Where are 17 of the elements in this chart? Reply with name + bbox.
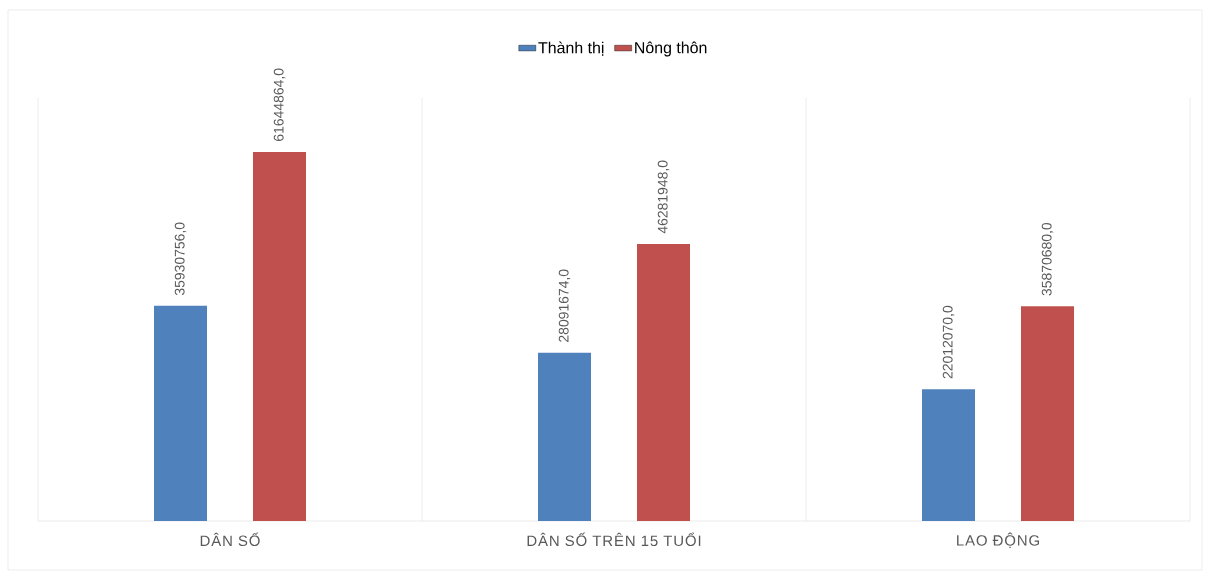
legend-label: Thành thị	[538, 41, 604, 56]
bar	[1021, 306, 1075, 521]
x-tick-label: DÂN SỐ TRÊN 15 TUỔI	[527, 532, 701, 547]
legend-label: Nông thôn	[635, 41, 707, 57]
data-label: 61644864,0	[273, 68, 286, 141]
bar	[637, 243, 690, 521]
bar	[922, 389, 975, 521]
data-label: 35930756,0	[174, 222, 187, 296]
data-label: 35870680,0	[1041, 222, 1054, 296]
bar	[538, 352, 591, 521]
x-tick-label: LAO ĐỘNG	[957, 532, 1039, 548]
data-label: 22012070,0	[942, 305, 955, 379]
data-label: 28091674,0	[558, 269, 571, 342]
bar	[253, 151, 306, 521]
data-label: 46281948,0	[657, 160, 670, 234]
bar	[154, 305, 207, 521]
x-tick-label: DÂN SỐ	[200, 532, 260, 547]
